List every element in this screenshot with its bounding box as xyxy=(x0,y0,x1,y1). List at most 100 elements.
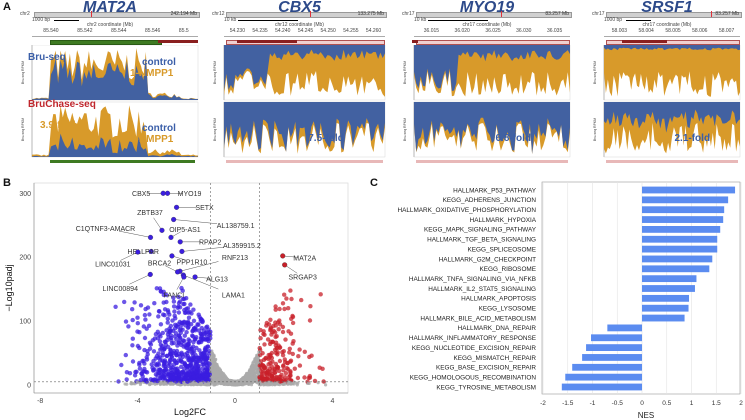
data-point xyxy=(168,381,172,386)
x-tick-label: 2 xyxy=(739,400,743,407)
bar-kegg-lysosome xyxy=(642,304,689,312)
gene-label: C1QTNF3-AMACR xyxy=(76,226,136,233)
data-point xyxy=(188,302,193,307)
data-point xyxy=(147,346,153,351)
x-tick-label: 0 xyxy=(640,400,644,407)
data-point xyxy=(302,349,307,354)
data-point xyxy=(180,288,185,293)
x-tick-label: -2 xyxy=(540,400,546,407)
data-point xyxy=(168,348,173,353)
data-point xyxy=(241,377,245,381)
chromosome-label: chr17 xyxy=(402,11,415,17)
data-point xyxy=(151,367,156,372)
scale-bar xyxy=(238,20,298,21)
data-point xyxy=(258,327,263,333)
gene-track-myo19: MYO19 chr17 83.257 Mb 10 kb chr17 coordi… xyxy=(402,0,572,165)
bar-hallmark-bile-acid-metabolism xyxy=(642,314,685,322)
locus-marker xyxy=(310,11,312,17)
data-point xyxy=(220,379,224,383)
category-label: HALLMARK_TNFA_SIGNALING_VIA_NFKB xyxy=(409,276,536,283)
labeled-point-hellpar xyxy=(148,248,154,254)
data-point xyxy=(283,337,288,342)
data-point xyxy=(281,368,286,373)
data-point xyxy=(258,375,263,380)
data-point xyxy=(130,336,135,341)
category-label: KEGG_NUCLEOTIDE_EXCISION_REPAIR xyxy=(412,345,537,352)
gene-label: CBX5 xyxy=(132,191,150,198)
coordinate-ticks: 36.015 36.020 36.025 36.030 36.035 xyxy=(416,29,570,34)
data-point xyxy=(284,296,289,301)
label-leader xyxy=(179,261,219,272)
data-point xyxy=(309,353,314,358)
data-point xyxy=(143,317,148,322)
data-point xyxy=(189,357,195,363)
data-point xyxy=(196,377,201,383)
track-y-label: Bru-seq RPKM xyxy=(21,118,25,141)
data-point xyxy=(181,301,186,307)
bar-kegg-tyrosine-metabolism xyxy=(561,383,642,391)
data-point xyxy=(186,315,192,320)
data-point xyxy=(142,361,147,366)
data-point xyxy=(225,379,229,383)
data-point xyxy=(306,381,310,385)
data-point xyxy=(130,359,136,364)
category-label: KEGG_HOMOLOGOUS_RECOMBINATION xyxy=(410,374,537,381)
data-point xyxy=(162,359,167,365)
data-point xyxy=(153,332,159,337)
data-point xyxy=(182,333,187,338)
data-point xyxy=(207,348,212,354)
data-point xyxy=(196,312,201,317)
data-point xyxy=(220,370,224,374)
y-tick-label: 200 xyxy=(19,255,31,262)
coordinate-tick: 36.020 xyxy=(454,28,470,34)
coverage-tracks: Bru-seq RPKM Bru-seq RPKM xyxy=(593,45,741,158)
bar-kegg-nucleotide-excision-repair xyxy=(586,344,642,351)
data-point xyxy=(269,364,274,369)
data-point xyxy=(290,341,295,346)
data-point xyxy=(172,309,177,314)
data-point xyxy=(197,340,202,345)
data-point xyxy=(283,371,289,376)
axis-line xyxy=(604,36,740,37)
label-leader xyxy=(282,255,299,258)
coordinate-ticks: 58.003 58.004 58.005 58.006 58.007 xyxy=(606,29,740,34)
data-point xyxy=(285,367,291,372)
label-leader xyxy=(173,219,218,224)
control-coverage xyxy=(32,133,198,157)
data-point xyxy=(172,313,177,318)
data-point xyxy=(187,338,192,344)
labeled-point-oip5-as1 xyxy=(168,234,174,240)
data-point xyxy=(246,372,250,376)
data-point xyxy=(213,373,217,377)
track-y-label: Bru-seq RPKM xyxy=(403,118,407,141)
coordinate-label: chr12 coordinate (Mb) xyxy=(275,22,324,28)
data-point xyxy=(204,337,210,342)
data-point xyxy=(158,322,164,327)
data-point xyxy=(185,325,191,330)
bar-hallmark-p53-pathway xyxy=(642,186,736,194)
locus-marker xyxy=(91,11,93,17)
data-point xyxy=(248,376,252,380)
data-point xyxy=(166,363,171,368)
data-point xyxy=(296,354,301,359)
neighbor-gene-annotation xyxy=(158,40,198,43)
data-point xyxy=(177,372,182,378)
gene-track-mat2a: MAT2A chr2 242.194 Mb 1000 bp chr2 coord… xyxy=(20,0,200,165)
coordinate-label: chr17 coordinate (Mb) xyxy=(462,22,512,28)
coordinate-tick: 54.230 xyxy=(229,28,245,34)
control-coverage xyxy=(224,102,385,152)
data-point xyxy=(176,322,181,327)
data-point xyxy=(287,346,292,351)
category-label: KEGG_BASE_EXCISION_REPAIR xyxy=(436,365,536,372)
fold-change-label: 2.1-fold xyxy=(674,133,711,144)
data-point xyxy=(181,372,187,378)
data-point xyxy=(289,296,294,302)
track-y-label: Bru-seq RPKM xyxy=(593,118,597,141)
scale-bar xyxy=(428,20,488,21)
data-point xyxy=(262,332,267,337)
coordinate-tick: 36.025 xyxy=(485,28,501,34)
data-point xyxy=(130,343,135,348)
panel-label-a: A xyxy=(3,1,11,13)
track-y-label: Bru-seq RPKM xyxy=(213,61,217,84)
data-point xyxy=(194,345,199,351)
